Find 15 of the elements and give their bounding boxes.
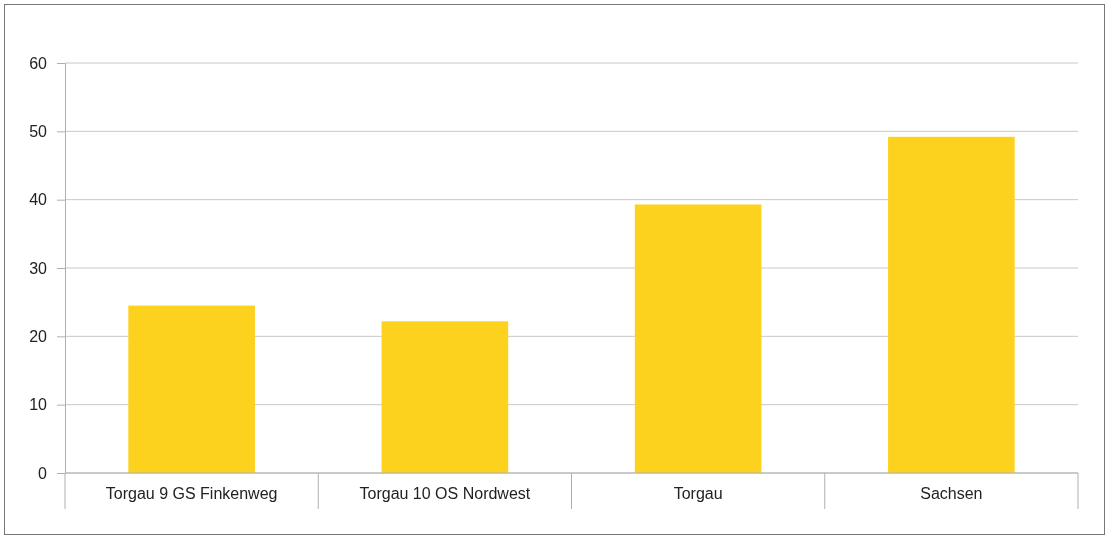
- y-tick-label: 40: [29, 191, 48, 209]
- bar: [634, 204, 762, 473]
- x-tick-label: Torgau: [673, 485, 723, 502]
- y-tick-label: 0: [38, 464, 48, 482]
- y-tick-label: 20: [29, 327, 48, 345]
- x-tick-label: Sachsen: [920, 485, 983, 502]
- bar: [888, 136, 1015, 473]
- y-tick-label: 50: [29, 122, 48, 140]
- y-tick-label: 10: [29, 396, 48, 414]
- x-tick-label: Torgau 9 GS Finkenweg: [105, 485, 278, 502]
- bar: [381, 321, 509, 473]
- bar: [128, 305, 255, 473]
- y-tick-label: 30: [29, 259, 48, 277]
- x-tick-label: Torgau 10 OS Nordwest: [359, 485, 531, 502]
- y-tick-label: 60: [29, 54, 48, 72]
